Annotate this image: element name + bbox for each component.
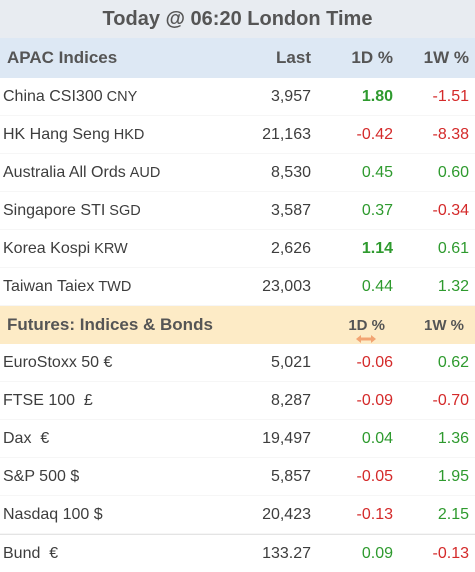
change-1w: 1.95 [437,467,469,485]
index-name: S&P 500 $ [3,467,80,485]
currency-code: CNY [106,88,138,105]
table-row: Korea Kospi KRW 2,626 1.14 0.61 [0,230,475,268]
change-1d: -0.06 [356,353,393,371]
column-header-1w[interactable]: 1W % [423,48,469,67]
index-name: Korea Kospi [3,239,91,257]
last-value: 20,423 [262,505,311,523]
last-value: 5,021 [270,353,311,371]
change-1w: -0.13 [432,544,469,562]
index-name: Taiwan Taiex [3,277,95,295]
index-name: Bund € [3,544,59,562]
change-1w: 0.60 [437,163,469,181]
index-name: EuroStoxx 50 € [3,353,113,371]
table-row: Dax € 19,497 0.04 1.36 [0,420,475,458]
column-header-1w[interactable]: 1W % [423,316,464,334]
last-value: 133.27 [262,544,311,562]
index-name: Singapore STI [3,201,106,219]
column-header-1d[interactable]: 1D % [348,316,385,334]
table-row: HK Hang Seng HKD 21,163 -0.42 -8.38 [0,116,475,154]
last-value: 2,626 [270,239,311,257]
column-header-1d[interactable]: 1D % [351,48,393,67]
last-value: 23,003 [262,277,311,295]
change-1d: 0.45 [361,163,393,181]
change-1w: -0.70 [432,391,469,409]
column-header-last[interactable]: Last [276,48,311,67]
change-1w: 2.15 [437,505,469,523]
table-row: EuroStoxx 50 € 5,021 -0.06 0.62 [0,344,475,382]
change-1w: 1.36 [437,429,469,447]
change-1d: 0.09 [361,544,393,562]
table-row: Taiwan Taiex TWD 23,003 0.44 1.32 [0,268,475,306]
table-row: FTSE 100 £ 8,287 -0.09 -0.70 [0,382,475,420]
horizontal-double-arrow-icon[interactable] [355,334,377,344]
change-1w: -0.34 [432,201,469,219]
change-1d: -0.13 [356,505,393,523]
change-1d: -0.05 [356,467,393,485]
currency-code: TWD [98,278,132,295]
change-1d: 0.44 [361,277,393,295]
currency-code: HKD [113,126,145,143]
table-row: Singapore STI SGD 3,587 0.37 -0.34 [0,192,475,230]
currency-code: KRW [94,240,128,257]
futures-header-row: Futures: Indices & Bonds 1D % 1W % [0,306,475,344]
table-row: Australia All Ords AUD 8,530 0.45 0.60 [0,154,475,192]
change-1d: 0.04 [361,429,393,447]
table-row: S&P 500 $ 5,857 -0.05 1.95 [0,458,475,496]
last-value: 19,497 [262,429,311,447]
last-value: 5,857 [270,467,311,485]
table-row: China CSI300 CNY 3,957 1.80 -1.51 [0,78,475,116]
table-row: Bund € 133.27 0.09 -0.13 [0,534,475,572]
currency-code: AUD [129,164,161,181]
futures-section-label: Futures: Indices & Bonds [7,315,213,334]
last-value: 3,587 [270,201,311,219]
change-1w: -8.38 [432,125,469,143]
index-name: China CSI300 [3,87,103,105]
last-value: 8,287 [270,391,311,409]
index-name: Dax € [3,429,50,447]
change-1d: -0.09 [356,391,393,409]
index-name: FTSE 100 £ [3,391,93,409]
index-name: HK Hang Seng [3,125,110,143]
last-value: 3,957 [270,87,311,105]
table-row: Nasdaq 100 $ 20,423 -0.13 2.15 [0,496,475,534]
index-name: Nasdaq 100 $ [3,505,103,523]
change-1d: 0.37 [361,201,393,219]
last-value: 8,530 [270,163,311,181]
last-value: 21,163 [262,125,311,143]
widget-title: Today @ 06:20 London Time [0,0,475,38]
apac-section-label: APAC Indices [7,48,118,67]
change-1w: 0.62 [437,353,469,371]
apac-header-row: APAC Indices Last 1D % 1W % [0,38,475,78]
change-1d: 1.14 [361,239,393,257]
change-1w: 0.61 [437,239,469,257]
change-1w: 1.32 [437,277,469,295]
currency-code: SGD [109,202,141,219]
change-1w: -1.51 [432,87,469,105]
change-1d: 1.80 [361,87,393,105]
change-1d: -0.42 [356,125,393,143]
index-name: Australia All Ords [3,163,126,181]
